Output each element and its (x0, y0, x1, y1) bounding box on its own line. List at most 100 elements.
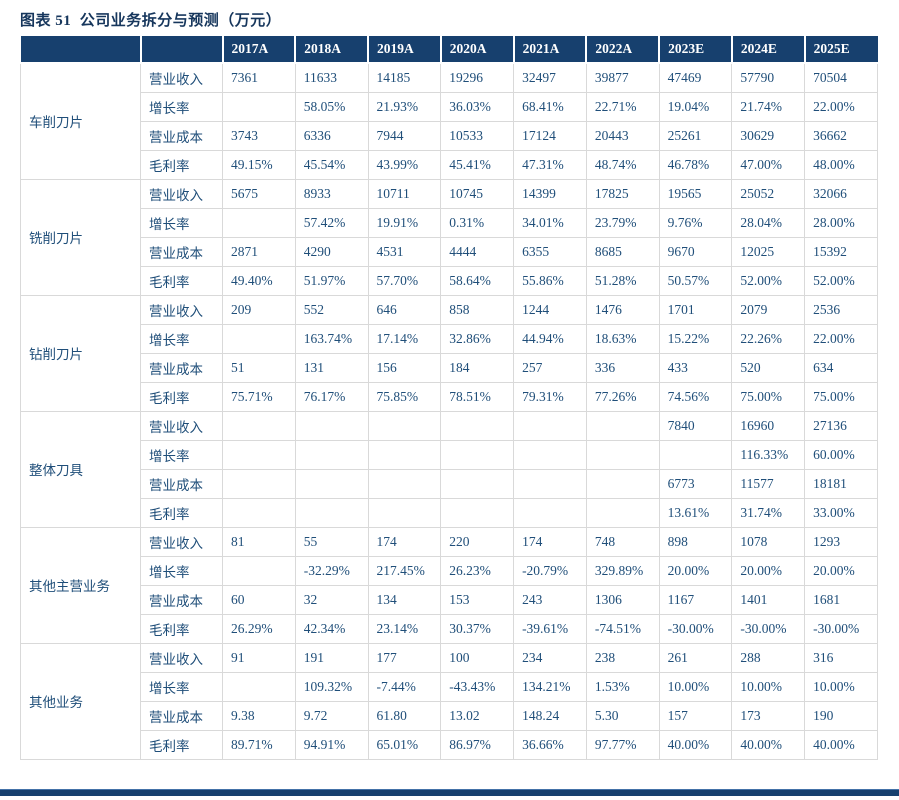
value-cell: 0.31% (440, 207, 515, 238)
value-cell: 261 (658, 642, 733, 673)
value-cell: 45.41% (440, 149, 515, 180)
value-cell: 19565 (658, 178, 733, 209)
metric-label-cell: 营业收入 (140, 62, 223, 93)
value-cell: 2079 (731, 294, 806, 325)
value-cell (222, 468, 296, 499)
value-cell: 47.00% (731, 149, 806, 180)
metric-label-cell: 毛利率 (140, 497, 223, 528)
value-cell: 33.00% (804, 497, 878, 528)
value-cell: 25052 (731, 178, 806, 209)
value-cell: 7944 (367, 120, 442, 151)
value-cell: -20.79% (513, 555, 587, 586)
value-cell: 153 (440, 584, 515, 615)
value-cell: 17124 (513, 120, 587, 151)
value-cell: 257 (513, 352, 587, 383)
value-cell: 17825 (585, 178, 660, 209)
value-cell: 1681 (804, 584, 878, 615)
year-header-cell: 2024E (731, 36, 806, 64)
year-header-cell: 2025E (804, 36, 878, 64)
value-cell: 109.32% (294, 671, 369, 702)
value-cell: 174 (367, 526, 442, 557)
value-cell (222, 207, 296, 238)
value-cell: 28.00% (804, 207, 878, 238)
metric-label-cell: 营业收入 (140, 526, 223, 557)
value-cell (658, 439, 733, 470)
value-cell: 60.00% (804, 439, 878, 470)
year-header-cell: 2023E (659, 36, 733, 64)
value-cell: 2871 (222, 236, 296, 267)
table-row: 毛利率 26.29% 42.34% 23.14% 30.37% -39.61% -74.51… (21, 613, 878, 644)
table-row: 营业成本 9.38 9.72 61.80 13.02 148.24 5.30 157 173 19… (21, 700, 878, 731)
value-cell: 42.34% (294, 613, 369, 644)
value-cell: 48.00% (804, 149, 878, 180)
value-cell: 316 (804, 642, 878, 673)
value-cell (222, 439, 296, 470)
value-cell (294, 439, 369, 470)
value-cell: 32 (294, 584, 369, 615)
value-cell: 190 (804, 700, 878, 731)
value-cell: 43.99% (367, 149, 442, 180)
value-cell: 1293 (804, 526, 878, 557)
value-cell: 65.01% (367, 729, 442, 760)
value-cell: 9.76% (658, 207, 733, 238)
value-cell: 15392 (804, 236, 878, 267)
value-cell: 50.57% (658, 265, 733, 296)
value-cell: 238 (585, 642, 660, 673)
value-cell: 46.78% (658, 149, 733, 180)
value-cell: 11577 (731, 468, 806, 499)
value-cell: -43.43% (440, 671, 515, 702)
value-cell: 288 (731, 642, 806, 673)
value-cell: 156 (367, 352, 442, 383)
metric-label-cell: 营业成本 (140, 120, 223, 151)
figure-title: 图表 51 公司业务拆分与预测（万元） (20, 13, 282, 29)
value-cell: 858 (440, 294, 515, 325)
value-cell (222, 91, 296, 122)
value-cell: 433 (658, 352, 733, 383)
value-cell: 5675 (222, 178, 296, 209)
value-cell (294, 497, 369, 528)
value-cell: 81 (222, 526, 296, 557)
table-row: 增长率 116.33% 60.00% (21, 439, 878, 470)
value-cell: 15.22% (658, 323, 733, 354)
value-cell: 30.37% (440, 613, 515, 644)
group-name-cell: 整体刀具 (20, 410, 141, 528)
value-cell: 36.03% (440, 91, 515, 122)
value-cell: 31.74% (731, 497, 806, 528)
value-cell: 748 (585, 526, 660, 557)
table-row: 营业成本 2871 4290 4531 4444 6355 8685 9670 12025 153… (21, 236, 878, 267)
value-cell (367, 439, 442, 470)
value-cell: -30.00% (658, 613, 733, 644)
value-cell: 7840 (658, 410, 733, 441)
value-cell: 75.85% (367, 381, 442, 412)
value-cell (440, 468, 515, 499)
value-cell: 30629 (731, 120, 806, 151)
value-cell: 68.41% (513, 91, 587, 122)
metric-label-cell: 营业成本 (140, 468, 223, 499)
value-cell: 22.26% (731, 323, 806, 354)
group-header-cell (20, 36, 142, 64)
value-cell: 26.29% (222, 613, 296, 644)
value-cell: 47.31% (513, 149, 587, 180)
value-cell: 134.21% (513, 671, 587, 702)
value-cell: 20443 (585, 120, 660, 151)
value-cell: 40.00% (731, 729, 806, 760)
value-cell: 131 (294, 352, 369, 383)
value-cell (585, 410, 660, 441)
value-cell: 58.64% (440, 265, 515, 296)
value-cell (222, 410, 296, 441)
value-cell (585, 497, 660, 528)
value-cell: 11633 (294, 62, 369, 93)
value-cell: 18.63% (585, 323, 660, 354)
value-cell (585, 439, 660, 470)
value-cell: 634 (804, 352, 878, 383)
value-cell: 20.00% (658, 555, 733, 586)
value-cell: 157 (658, 700, 733, 731)
metric-label-cell: 增长率 (140, 671, 223, 702)
metric-label-cell: 增长率 (140, 439, 223, 470)
value-cell: 21.93% (367, 91, 442, 122)
value-cell: 61.80 (367, 700, 442, 731)
value-cell: 4444 (440, 236, 515, 267)
value-cell: -32.29% (294, 555, 369, 586)
value-cell: 1306 (585, 584, 660, 615)
value-cell: 27136 (804, 410, 878, 441)
